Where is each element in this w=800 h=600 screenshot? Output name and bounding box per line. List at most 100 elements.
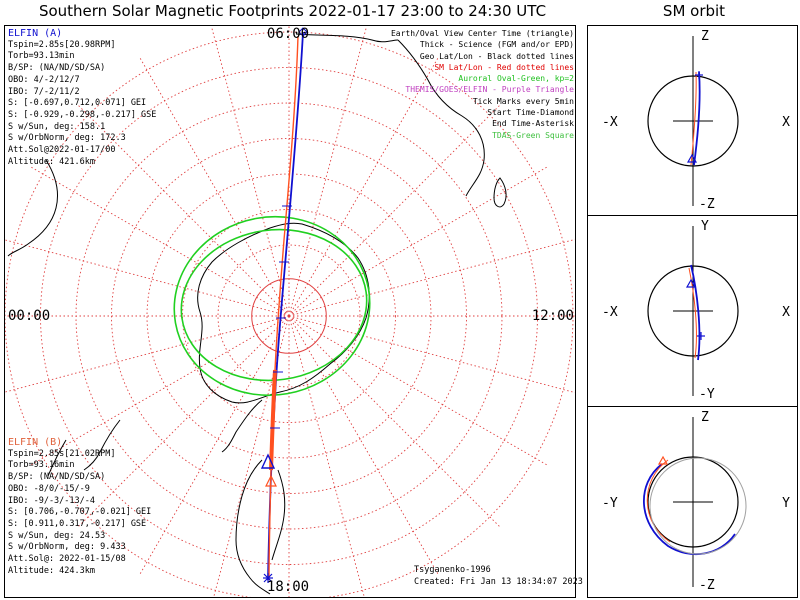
probe-b-info-line: Altitude: 424.3km (8, 565, 95, 576)
legend-entry: End Time-Asterisk (492, 119, 574, 129)
orbit-panel-1: Z -Z -X X (602, 29, 790, 212)
orbit-markers (657, 71, 705, 465)
trace-elfin-a (267, 31, 304, 581)
orbit-panel-2: Y -Y -X X (602, 219, 790, 402)
orbit-triangle-xz (686, 153, 698, 163)
antarctic-peninsula-outline (221, 399, 263, 453)
sm-lon-line (210, 26, 290, 317)
model-label: Tsyganenko-1996 (414, 565, 491, 575)
orbit-axis-label-right: X (782, 305, 790, 320)
probe-b-info-line: Torb=93.16min (8, 460, 75, 471)
sm-lon-line (138, 315, 290, 577)
auroral-oval-equatorward (173, 215, 371, 397)
orbit-axis-label-right: Y (782, 496, 790, 511)
probe-a-info-line: Att.Sol@2022-01-17/00 (8, 145, 116, 156)
probe-a-info-line: S: [-0.697,0.712,0.071] GEI (8, 98, 147, 109)
auroral-oval (173, 215, 371, 397)
orbit-trace-yz-earth-shadow (649, 457, 747, 555)
legend: Earth/Oval View Center Time (triangle) Th… (391, 28, 574, 141)
trace-elfin-b-science (269, 369, 277, 471)
polar-map: 06:00 00:00 12:00 18:00 (5, 26, 575, 597)
legend-entry: TDAS-Green Square (492, 130, 574, 140)
orbit-axis-label-bottom: -Z (699, 197, 715, 212)
probe-a-info-line: S w/Sun, deg: 158.1 (8, 121, 106, 132)
orbit-trace-yz-a (643, 463, 736, 556)
probe-b-info-line: S: [0.706,-0.707,-0.021] GEI (8, 507, 152, 518)
probe-a-info-line: Torb=93.13min (8, 51, 75, 62)
orbit-axis-label-top: Z (701, 29, 709, 44)
madagascar-outline (493, 177, 507, 208)
orbit-axis-label-top: Z (701, 410, 709, 425)
trace-elfin-b-tail (268, 469, 272, 581)
sm-lon-line (288, 238, 575, 317)
sm-lon-line (138, 55, 290, 317)
orbit-panel-title: SM orbit (662, 2, 726, 20)
mlt-label-right: 12:00 (532, 308, 574, 324)
probe-a-info-line: Altitude: 421.6km (8, 156, 95, 167)
sm-lon-line (288, 315, 575, 394)
sm-lon-line (288, 315, 365, 597)
orbit-axis-label-left: -X (602, 115, 618, 130)
legend-entry: Tick Marks every 5min (472, 96, 574, 106)
probe-a-info-line: B/SP: (NA/ND/SD/SA) (8, 63, 106, 74)
map-frame (4, 25, 576, 598)
probe-b-info-line: S w/Sun, deg: 24.53 (8, 530, 106, 541)
mlt-label-top: 06:00 (267, 26, 309, 42)
start-diamond-a (298, 27, 308, 37)
tick-marks-a (270, 205, 292, 429)
orbit-axis-label-left: -X (602, 305, 618, 320)
legend-entry: Thick - Science (FGM and/or EPD) (419, 40, 574, 50)
probe-b-lines: Tspin=2.85s[21.02RPM] Torb=93.16min B/SP: … (8, 449, 151, 578)
sm-lon-line (288, 315, 502, 529)
probe-b-info-line: B/SP: (NA/ND/SD/SA) (8, 472, 106, 483)
probe-b-info-line: S w/OrbNorm, deg: 9.433 (8, 542, 126, 553)
view-center-triangle-a (260, 453, 276, 469)
legend-entry: Earth/Oval View Center Time (triangle) (390, 29, 574, 38)
probe-b-info-line: Att.Sol@: 2022-01-15/08 (8, 554, 126, 565)
orbit-trace-yz-b (646, 459, 671, 543)
orbit-traces (643, 71, 747, 556)
probe-a-name: ELFIN (A) (8, 28, 63, 39)
probe-b-info-line: OBO: -8/0/-15/-9 (8, 483, 90, 494)
australia-outline (7, 159, 59, 257)
probe-b-info-line: Tspin=2.85s[21.02RPM] (8, 448, 116, 459)
orbit-axis-label-bottom: -Y (699, 387, 715, 402)
legend-entry: Start Time-Diamond (487, 108, 574, 118)
legend-entry: Auroral Oval-Green, kp=2 (458, 74, 574, 84)
probe-a-info-line: Tspin=2.85s[20.98RPM] (8, 39, 116, 50)
mlt-label-left: 00:00 (8, 308, 50, 324)
south-america-outline (235, 459, 286, 595)
view-center-triangle-b (265, 474, 277, 487)
mlt-label-bottom: 18:00 (267, 579, 309, 595)
orbit-axis-label-top: Y (701, 219, 709, 234)
end-asterisk-a (263, 573, 273, 583)
sm-lon-line (28, 165, 290, 317)
orbit-panels: Z -Z -X X Y -Y -X X Z -Z -Y Y (602, 29, 790, 593)
probe-a-info-line: S w/OrbNorm, deg: 172.3 (8, 133, 126, 144)
orbit-axis-label-bottom: -Z (699, 578, 715, 593)
legend-entry: SM Lat/Lon - Red dotted lines (434, 62, 574, 72)
legend-entry: THEMIS/GOES/ELFIN - Purple Triangle (405, 85, 574, 95)
legend-entry: Geo Lat/Lon - Black dotted lines (419, 51, 574, 61)
orbit-trace-xy-b (688, 267, 697, 359)
sm-lat-circle (217, 244, 361, 388)
sm-lon-line (5, 239, 290, 317)
orbit-axis-label-left: -Y (602, 496, 618, 511)
trace-elfin-b-thin (274, 35, 299, 371)
probe-b-info-line: IBO: -9/-3/-13/-4 (8, 495, 95, 506)
europe-outline (295, 33, 399, 43)
orbit-panel-3: Z -Z -Y Y (602, 410, 790, 593)
probe-a-lines: Tspin=2.85s[20.98RPM] Torb=93.13min B/SP: … (8, 40, 156, 169)
auroral-oval-poleward (180, 228, 368, 382)
probe-a-info-line: IBO: 7/-2/11/2 (8, 86, 80, 97)
orbit-trace-xy-a (690, 264, 701, 361)
orbit-triangle-xy (685, 278, 697, 288)
new-zealand-outline (47, 419, 121, 477)
orbit-frame (587, 25, 798, 598)
created-label: Created: Fri Jan 13 18:34:07 2023 (414, 577, 583, 587)
footprint-traces (260, 27, 308, 583)
probe-b-info: ELFIN (B) Tspin=2.85s[21.02RPM] Torb=93.1… (8, 437, 151, 577)
sm-lon-line (288, 315, 550, 467)
africa-outline (397, 39, 485, 197)
